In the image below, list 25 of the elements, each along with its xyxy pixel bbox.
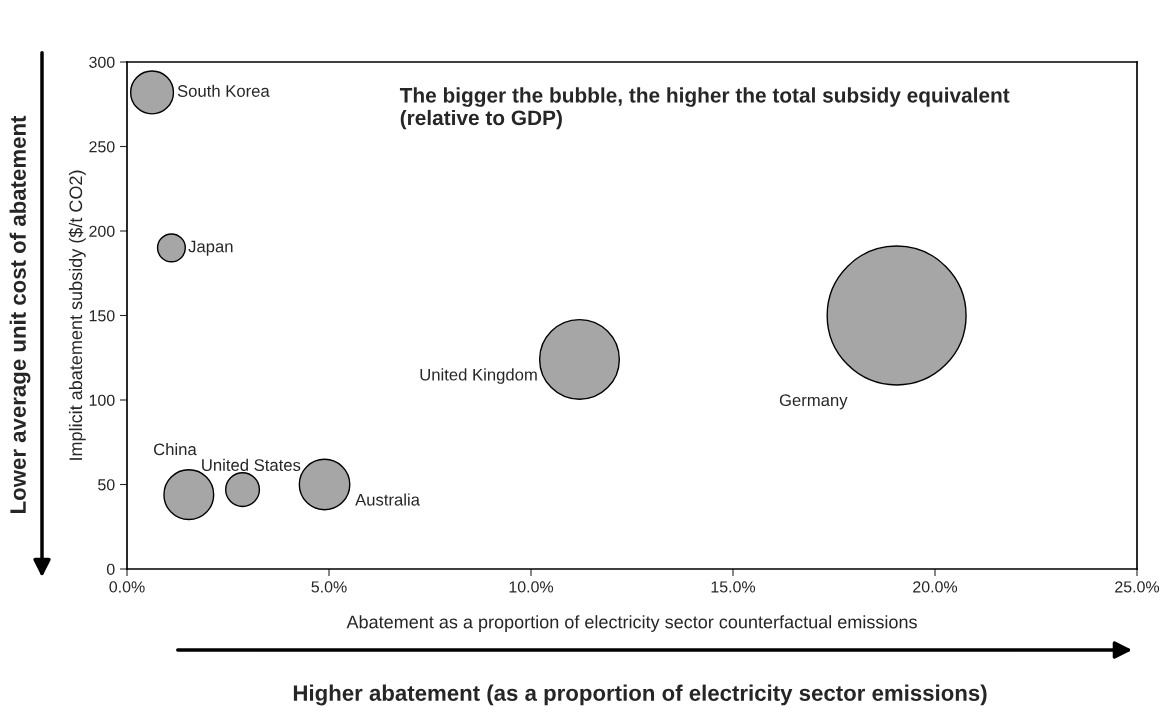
series-label: South Korea xyxy=(177,84,270,97)
x-axis-title: Abatement as a proportion of electricity sector counterfactual emissions xyxy=(346,615,917,632)
x-tick-label: 10.0% xyxy=(509,581,554,593)
y-tick-label: 100 xyxy=(89,394,115,406)
y-axis-title: Implicit abatement subsidy ($/t CO2) xyxy=(68,170,86,460)
y-tick-label: 250 xyxy=(89,141,115,153)
y-tick-label: 200 xyxy=(89,225,115,237)
text: Higher abatement (as a proportion of electricity sector emissions) xyxy=(293,684,987,706)
x-tick-label: 20.0% xyxy=(913,581,958,593)
y-tick-label: 50 xyxy=(98,479,115,491)
y-tick-label: 300 xyxy=(89,56,115,68)
x-tick-label: 0.0% xyxy=(109,581,145,593)
series-label: Germany xyxy=(779,394,848,410)
x-tick-label: 25.0% xyxy=(1115,581,1160,593)
series-label: China xyxy=(154,442,197,456)
series-label: Japan xyxy=(188,240,233,256)
series-label: United Kingdom xyxy=(420,368,537,384)
annotation: The bigger the bubble, the higher the total subsidy equivalent (relative to GDP) xyxy=(399,87,1010,130)
text: Lower average unit cost of abatement xyxy=(9,115,31,513)
series-label: Australia xyxy=(355,493,420,506)
x-tick-label: 5.0% xyxy=(311,581,347,593)
y-tick-label: 150 xyxy=(89,310,115,322)
x-tick-label: 15.0% xyxy=(711,581,756,593)
y-tick-label: 0 xyxy=(106,563,115,575)
series-label: United States xyxy=(202,458,301,471)
